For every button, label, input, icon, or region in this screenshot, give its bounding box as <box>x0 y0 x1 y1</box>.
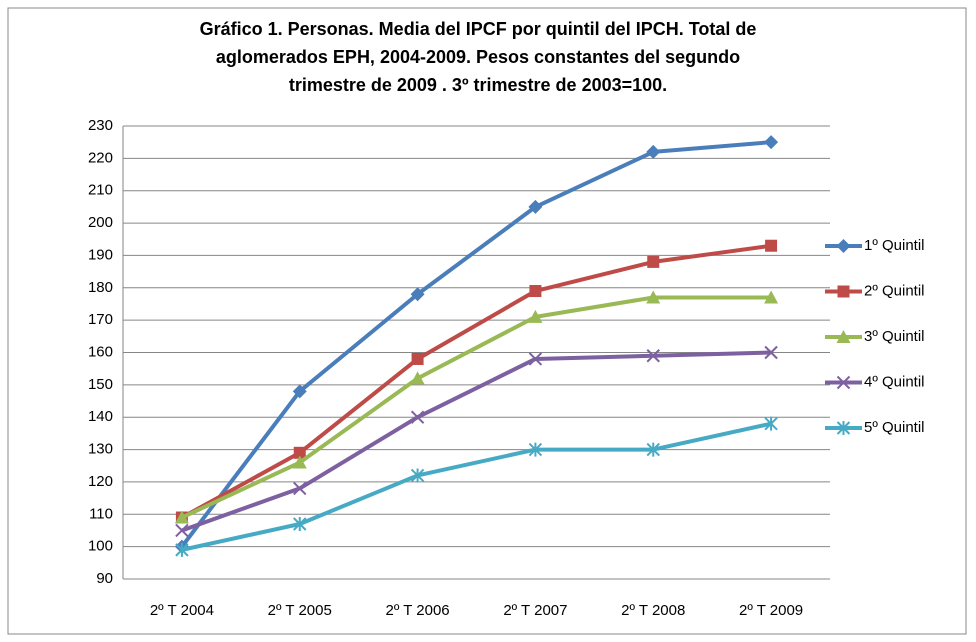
y-tick-label: 220 <box>88 149 113 166</box>
y-tick-label: 100 <box>88 538 113 555</box>
point <box>411 352 424 365</box>
point <box>293 481 307 496</box>
x-tick-label: 2º T 2006 <box>386 602 450 619</box>
point <box>836 375 851 390</box>
series-line <box>181 421 772 552</box>
legend-label: 2º Quintil <box>864 282 925 299</box>
point <box>647 255 660 268</box>
y-tick-label: 170 <box>88 311 113 328</box>
point <box>528 199 543 214</box>
series-line <box>180 243 772 520</box>
point <box>293 516 307 531</box>
y-tick-label: 130 <box>88 441 113 458</box>
point <box>646 290 661 304</box>
point <box>410 287 425 302</box>
point <box>175 523 189 538</box>
point <box>292 455 307 469</box>
y-tick-label: 180 <box>88 279 113 296</box>
point <box>836 421 851 435</box>
legend-label: 5º Quintil <box>864 419 925 436</box>
y-tick-label: 120 <box>88 473 113 490</box>
chart-title: Gráfico 1. Personas. Media del IPCF por … <box>200 19 757 39</box>
point <box>528 309 543 323</box>
series-line <box>180 140 772 548</box>
point <box>764 135 779 150</box>
point <box>765 239 778 252</box>
legend-label: 4º Quintil <box>864 373 925 390</box>
point <box>836 239 851 253</box>
x-tick-label: 2º T 2007 <box>503 602 567 619</box>
y-tick-label: 140 <box>88 408 113 425</box>
x-tick-label: 2º T 2005 <box>268 602 332 619</box>
series-line <box>181 350 772 533</box>
x-tick-label: 2º T 2004 <box>150 602 214 619</box>
chart-title: trimestre de 2009 . 3º trimestre de 2003… <box>289 75 667 95</box>
chart-title: aglomerados EPH, 2004-2009. Pesos consta… <box>216 47 740 67</box>
point <box>764 290 779 304</box>
y-tick-label: 160 <box>88 343 113 360</box>
x-tick-label: 2º T 2008 <box>621 602 685 619</box>
point <box>764 416 778 431</box>
y-tick-label: 190 <box>88 246 113 263</box>
point <box>529 285 542 298</box>
y-tick-label: 90 <box>96 570 113 587</box>
point <box>293 446 306 459</box>
y-tick-label: 230 <box>88 117 113 134</box>
point <box>174 510 189 524</box>
point <box>410 410 425 424</box>
y-tick-label: 210 <box>88 182 113 199</box>
point <box>836 330 851 343</box>
legend-label: 3º Quintil <box>864 328 925 345</box>
point <box>764 345 778 360</box>
point <box>410 468 425 483</box>
y-tick-label: 150 <box>88 376 113 393</box>
point <box>646 349 660 363</box>
point <box>292 384 307 399</box>
point <box>175 542 189 557</box>
y-tick-label: 110 <box>89 505 113 522</box>
point <box>837 285 850 298</box>
legend-label: 1º Quintil <box>864 237 925 254</box>
point <box>528 352 543 366</box>
y-tick-label: 200 <box>88 214 113 231</box>
point <box>646 442 660 457</box>
x-tick-label: 2º T 2009 <box>739 602 803 619</box>
point <box>528 442 543 457</box>
point <box>410 371 425 385</box>
series-line <box>181 295 772 520</box>
point <box>646 144 661 159</box>
